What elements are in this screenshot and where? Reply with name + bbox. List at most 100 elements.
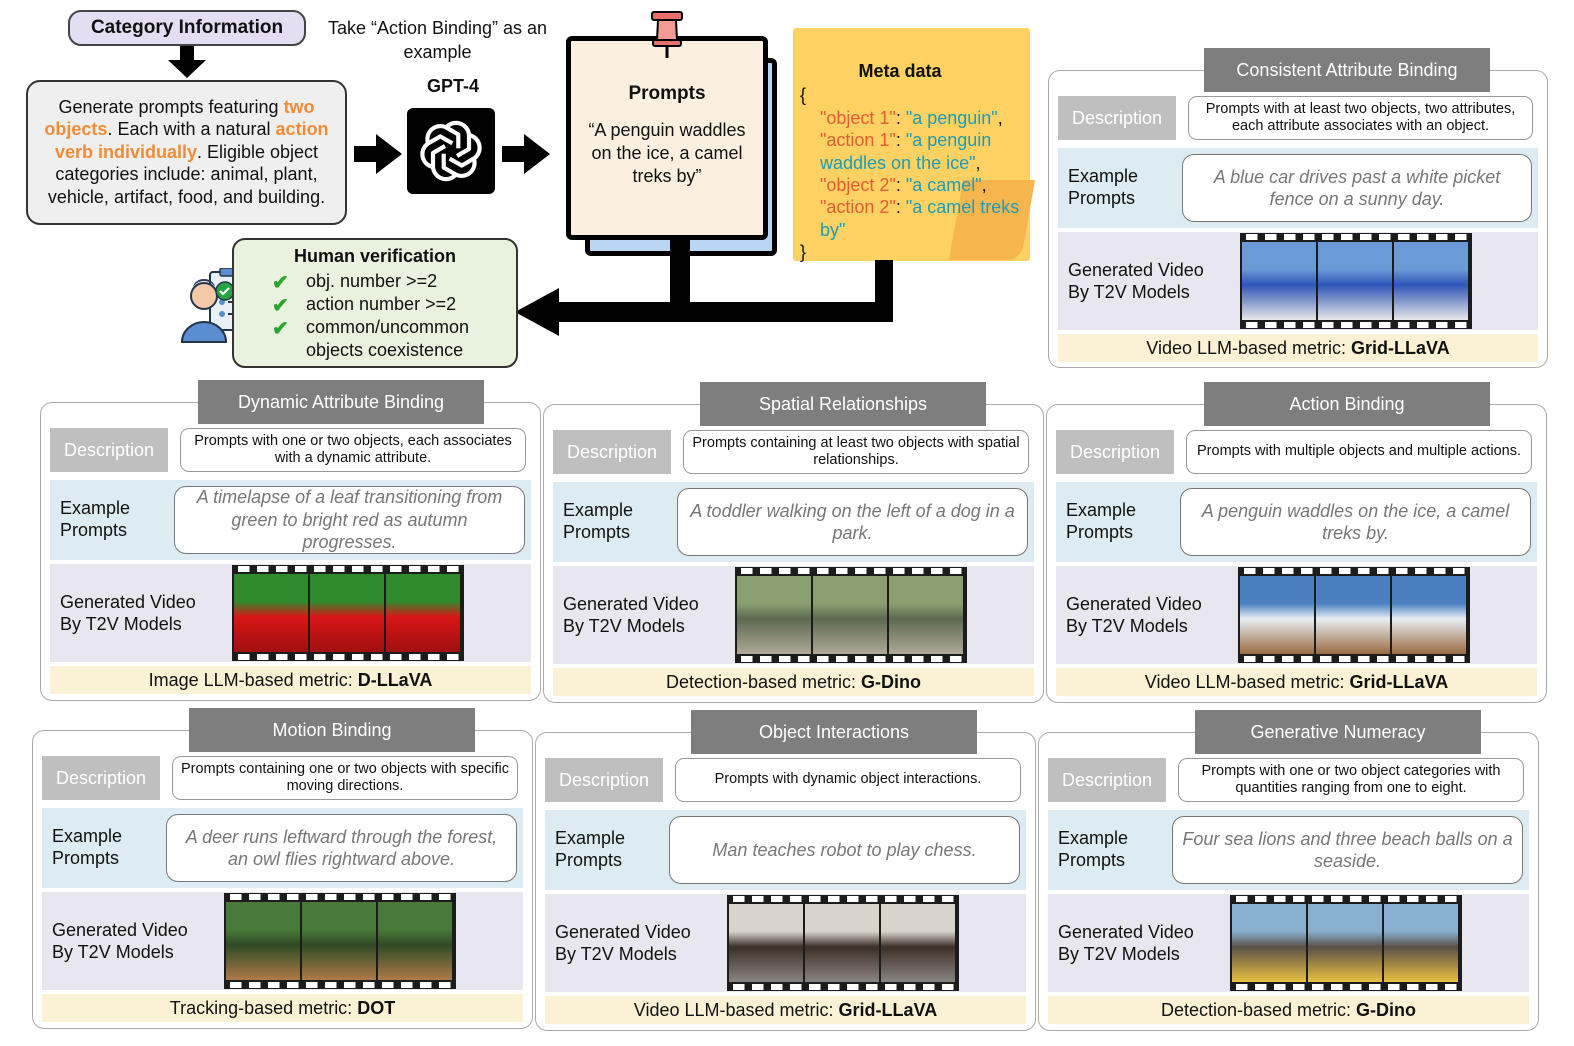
video-frame [226, 902, 302, 980]
video-frame [729, 904, 805, 982]
example-prompt-text: Four sea lions and three beach balls on … [1172, 816, 1523, 884]
panel-title: Object Interactions [691, 710, 977, 754]
example-prompt-text: A penguin waddles on the ice, a camel tr… [1180, 488, 1531, 556]
film-holes [735, 656, 967, 662]
checkmark-icon: ✔ [272, 295, 289, 317]
film-holes [1240, 234, 1472, 240]
generation-instruction: Generate prompts featuring two objects. … [26, 80, 347, 225]
panel-title: Consistent Attribute Binding [1204, 48, 1490, 92]
panel-title: Motion Binding [189, 708, 475, 752]
feedback-arrow-icon [515, 236, 893, 336]
down-arrow-icon [168, 46, 206, 78]
generated-video-label: Generated Video By T2V Models [1068, 260, 1204, 302]
metric-prefix: Video LLM-based metric: [1144, 671, 1350, 692]
video-frame [1394, 242, 1470, 320]
example-prompts-label: Example Prompts [1068, 166, 1139, 208]
video-frame [813, 576, 889, 654]
description-label: Description [553, 430, 671, 474]
generated-video-filmstrip [232, 565, 464, 661]
description-text: Prompts containing at least two objects … [683, 430, 1029, 474]
example-prompts-label: Example Prompts [563, 500, 634, 542]
description-label: Description [42, 756, 160, 800]
metric-prefix: Video LLM-based metric: [633, 999, 839, 1020]
video-frame [889, 576, 965, 654]
description-label: Description [1056, 430, 1174, 474]
example-prompt-text: A timelapse of a leaf transitioning from… [174, 486, 525, 554]
film-holes [1240, 322, 1472, 328]
film-holes [1238, 656, 1470, 662]
video-frame [1308, 904, 1384, 982]
video-frame [310, 574, 386, 652]
metric-name: Grid-LLaVA [1351, 337, 1450, 358]
video-frame [1316, 576, 1392, 654]
film-holes [232, 566, 464, 572]
metric-name: Grid-LLaVA [838, 999, 938, 1020]
description-text: Prompts with at least two objects, two a… [1188, 96, 1533, 140]
example-prompts-label: Example Prompts [555, 828, 626, 870]
panel-title: Generative Numeracy [1195, 710, 1481, 754]
generated-video-filmstrip [1238, 567, 1470, 663]
verification-item: ✔ common/uncommon objects coexistence [272, 317, 470, 360]
film-holes [1238, 568, 1470, 574]
gpt-logo-icon [407, 108, 495, 194]
generated-video-filmstrip [224, 893, 456, 989]
description-text: Prompts with one or two object categorie… [1178, 758, 1524, 802]
description-label: Description [1048, 758, 1166, 802]
generated-video-filmstrip [1230, 895, 1462, 991]
generated-video-label: Generated Video By T2V Models [555, 922, 691, 964]
metric-name: DOT [357, 997, 396, 1018]
description-label: Description [50, 428, 168, 472]
video-frame [737, 576, 813, 654]
panel-title: Action Binding [1204, 382, 1490, 426]
film-holes [727, 896, 959, 902]
panel-title: Dynamic Attribute Binding [198, 380, 484, 424]
example-prompt-text: A deer runs leftward through the forest,… [166, 814, 517, 882]
generated-video-label: Generated Video By T2V Models [60, 592, 196, 634]
description-text: Prompts with multiple objects and multip… [1186, 430, 1532, 474]
prompts-card: Prompts “A penguin waddles on the ice, a… [566, 36, 768, 240]
example-prompts-label: Example Prompts [60, 498, 131, 540]
description-text: Prompts with dynamic object interactions… [675, 758, 1021, 802]
generated-video-filmstrip [727, 895, 959, 991]
video-frame [1384, 904, 1460, 982]
metric-name: D-LLaVA [357, 669, 433, 690]
right-arrow-icon [502, 134, 550, 174]
metric-name: Grid-LLaVA [1349, 671, 1449, 692]
video-frame [1242, 242, 1318, 320]
film-holes [1230, 896, 1462, 902]
film-holes [735, 568, 967, 574]
video-frame [386, 574, 462, 652]
video-frame [1232, 904, 1308, 982]
video-frame [1392, 576, 1468, 654]
metric-name: G-Dino [1356, 999, 1417, 1020]
prompts-text: “A penguin waddles on the ice, a camel t… [588, 120, 746, 186]
example-prompts-label: Example Prompts [1058, 828, 1129, 870]
video-frame [881, 904, 957, 982]
description-text: Prompts with one or two objects, each as… [180, 428, 526, 472]
metric-prefix: Detection-based metric: [665, 671, 862, 692]
example-prompts-label: Example Prompts [1066, 500, 1137, 542]
metric-name: G-Dino [861, 671, 922, 692]
film-holes [224, 894, 456, 900]
metric-prefix: Video LLM-based metric: [1146, 337, 1352, 358]
generated-video-label: Generated Video By T2V Models [1058, 922, 1194, 964]
example-prompt-text: Man teaches robot to play chess. [669, 816, 1020, 884]
generated-video-filmstrip [1240, 233, 1472, 329]
generated-video-label: Generated Video By T2V Models [563, 594, 699, 636]
film-holes [1230, 984, 1462, 990]
verification-item: ✔ action number >=2 [272, 294, 457, 317]
verified-check-icon [215, 281, 235, 301]
description-label: Description [1058, 96, 1176, 140]
generated-video-filmstrip [735, 567, 967, 663]
pushpin-icon [651, 11, 683, 58]
category-information-label: Category Information [68, 10, 306, 46]
metric-prefix: Image LLM-based metric: [148, 669, 358, 690]
checkmark-icon: ✔ [272, 272, 289, 294]
metric-label: Video LLM-based metric: Grid-LLaVA [1056, 668, 1537, 696]
film-holes [232, 654, 464, 660]
video-frame [378, 902, 454, 980]
video-frame [1318, 242, 1394, 320]
video-frame [805, 904, 881, 982]
prompts-title: Prompts [628, 83, 706, 104]
metric-label: Tracking-based metric: DOT [42, 994, 523, 1022]
